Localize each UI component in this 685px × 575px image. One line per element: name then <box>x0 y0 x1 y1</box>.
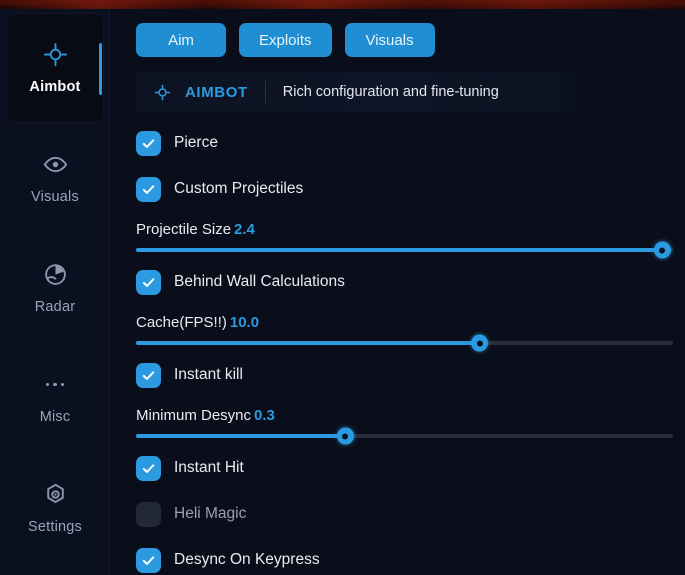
slider-value: 10.0 <box>229 314 260 331</box>
checkbox-heli-magic[interactable] <box>136 501 161 527</box>
checkbox-pierce[interactable] <box>136 130 161 156</box>
slider-label: Projectile Size 2.4 <box>136 221 672 238</box>
gear-icon <box>42 482 68 508</box>
checkbox-instant-hit[interactable] <box>136 455 161 481</box>
checkbox-desync-on-keypress[interactable] <box>136 547 161 573</box>
sidebar-item-visuals[interactable]: Visuals <box>6 123 104 233</box>
sidebar-item-misc[interactable]: Misc <box>6 343 104 453</box>
sidebar-item-label: Misc <box>39 408 71 425</box>
checkbox-label: Custom Projectiles <box>174 180 304 197</box>
tab-bar: Aim Exploits Visuals <box>136 23 672 57</box>
slider-fill <box>136 341 480 345</box>
checkbox-row[interactable]: Instant kill <box>136 361 672 389</box>
eye-icon <box>42 152 68 178</box>
checkbox-row[interactable]: Heli Magic <box>136 500 672 528</box>
slider-row: Cache(FPS!!) 10.0 <box>136 314 673 352</box>
slider-thumb[interactable] <box>336 427 354 445</box>
slider-label-text: Cache(FPS!!) <box>136 314 227 331</box>
slider-thumb[interactable] <box>471 334 489 352</box>
checkbox-row[interactable]: Custom Projectiles <box>136 175 672 203</box>
crosshair-icon <box>42 42 68 68</box>
slider-value: 0.3 <box>254 407 275 424</box>
slider-label-text: Minimum Desync <box>136 407 252 424</box>
checkbox-row[interactable]: Instant Hit <box>136 454 672 482</box>
divider <box>264 81 266 103</box>
checkbox-instant-kill[interactable] <box>136 362 161 388</box>
slider-thumb[interactable] <box>653 241 671 259</box>
ellipsis-icon <box>42 372 68 398</box>
section-subtitle: Rich configuration and fine-tuning <box>282 84 499 100</box>
slider-row: Projectile Size 2.4 <box>136 221 673 259</box>
slider-track[interactable] <box>136 334 673 352</box>
slider-label: Cache(FPS!!) 10.0 <box>136 314 672 331</box>
radar-icon <box>42 262 68 288</box>
tab-visuals[interactable]: Visuals <box>344 23 435 57</box>
checkbox-label: Instant kill <box>174 366 243 383</box>
sidebar-item-radar[interactable]: Radar <box>6 233 104 343</box>
slider-track[interactable] <box>136 427 673 445</box>
slider-value: 2.4 <box>234 221 255 238</box>
checkbox-label: Instant Hit <box>174 459 244 476</box>
main-content: Aim Exploits Visuals AIMBOT Rich configura… <box>110 9 685 575</box>
checkbox-row[interactable]: Behind Wall Calculations <box>136 268 672 296</box>
checkbox-row[interactable]: Desync On Keypress <box>136 546 672 574</box>
game-backdrop-strip <box>0 0 685 9</box>
crosshair-icon <box>153 83 172 102</box>
sidebar-item-aimbot[interactable]: Aimbot <box>6 13 104 123</box>
sidebar: Aimbot Visuals Radar Misc Settings <box>0 9 110 575</box>
checkbox-row[interactable]: Pierce <box>136 129 672 157</box>
sidebar-item-label: Aimbot <box>29 78 81 95</box>
active-indicator <box>99 43 102 95</box>
tab-exploits[interactable]: Exploits <box>239 23 332 57</box>
slider-label: Minimum Desync 0.3 <box>136 407 672 424</box>
checkbox-label: Pierce <box>174 134 218 151</box>
sidebar-item-settings[interactable]: Settings <box>6 453 104 563</box>
sidebar-item-label: Radar <box>34 298 76 315</box>
section-banner: AIMBOT Rich configuration and fine-tunin… <box>136 72 576 112</box>
slider-fill <box>136 434 346 438</box>
checkbox-label: Behind Wall Calculations <box>174 273 345 290</box>
sidebar-item-label: Settings <box>28 518 82 535</box>
options-list: Pierce Custom Projectiles Projectile Size 2… <box>136 129 673 574</box>
tab-aim[interactable]: Aim <box>136 23 226 57</box>
slider-fill <box>136 248 663 252</box>
checkbox-label: Desync On Keypress <box>174 551 320 568</box>
checkbox-custom-projectiles[interactable] <box>136 176 161 202</box>
slider-row: Minimum Desync 0.3 <box>136 407 673 445</box>
slider-track[interactable] <box>136 241 673 259</box>
section-title: AIMBOT <box>185 83 248 101</box>
sidebar-item-label: Visuals <box>31 188 79 205</box>
checkbox-label: Heli Magic <box>174 505 247 522</box>
slider-label-text: Projectile Size <box>136 221 232 238</box>
checkbox-behind-wall-calculations[interactable] <box>136 269 161 295</box>
